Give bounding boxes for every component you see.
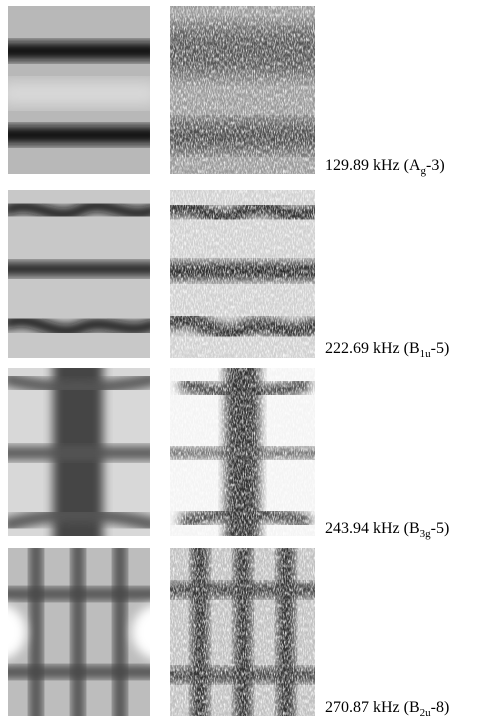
measured-pattern [170, 548, 315, 716]
label-symbol: B [409, 520, 420, 537]
label-suffix: -3) [426, 157, 445, 174]
mode-label: 222.69 kHz (B1u-5) [325, 340, 449, 360]
simulated-pattern [8, 548, 150, 716]
simulated-pattern [8, 368, 150, 536]
label-subscript: 2u [420, 707, 432, 719]
label-suffix: -5) [431, 520, 450, 537]
label-symbol: B [409, 699, 420, 716]
label-prefix: 129.89 kHz ( [325, 157, 409, 174]
mode-label: 270.87 kHz (B2u-8) [325, 699, 449, 719]
label-subscript: 3g [420, 528, 432, 540]
label-subscript: 1u [420, 348, 432, 360]
label-prefix: 270.87 kHz ( [325, 699, 409, 716]
measured-pattern [170, 6, 315, 174]
simulated-pattern [8, 6, 150, 174]
label-suffix: -5) [431, 340, 450, 357]
mode-label: 129.89 kHz (Ag-3) [325, 157, 445, 177]
mode-label: 243.94 kHz (B3g-5) [325, 520, 449, 540]
label-prefix: 222.69 kHz ( [325, 340, 409, 357]
measured-pattern [170, 368, 315, 536]
measured-pattern [170, 190, 315, 358]
simulated-pattern [8, 190, 150, 358]
label-suffix: -8) [431, 699, 450, 716]
label-prefix: 243.94 kHz ( [325, 520, 409, 537]
label-symbol: B [409, 340, 420, 357]
label-symbol: A [409, 157, 421, 174]
label-subscript: g [421, 165, 427, 177]
